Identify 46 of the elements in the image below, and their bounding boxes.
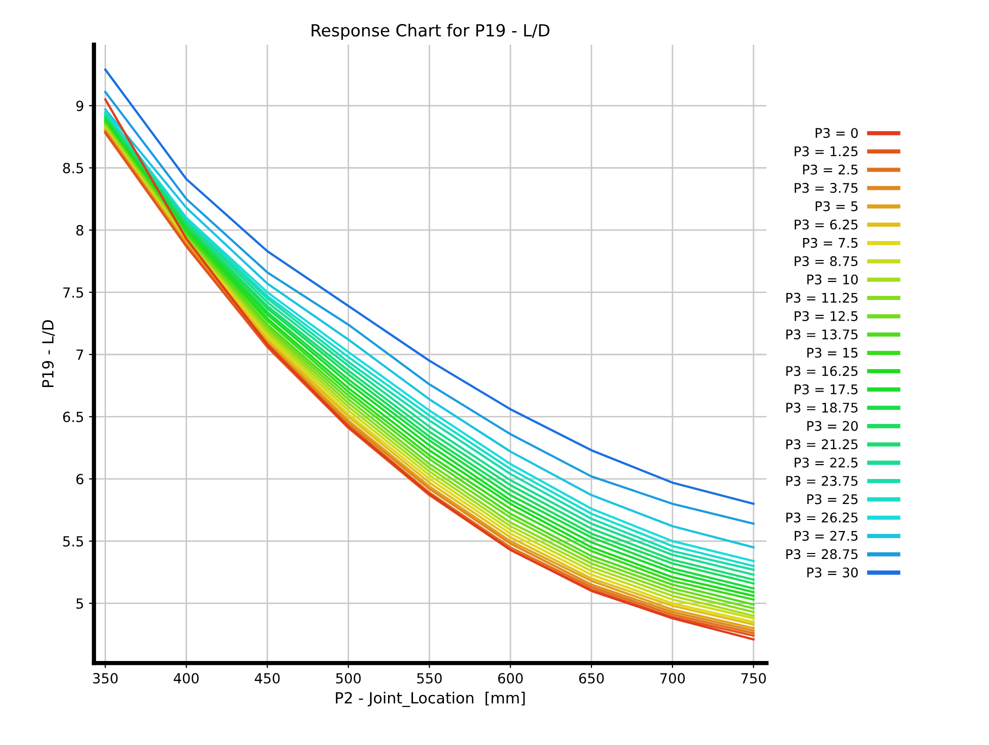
legend-label: P3 = 21.25 xyxy=(786,439,858,450)
x-tick-label: 750 xyxy=(741,673,766,684)
y-tick-label: 9 xyxy=(76,100,84,112)
y-axis-title: P19 - L/D xyxy=(42,320,55,388)
legend-label: P3 = 15 xyxy=(807,348,858,358)
legend-label: P3 = 23.75 xyxy=(786,476,858,486)
x-tick-label: 500 xyxy=(336,673,361,684)
legend-label: P3 = 17.5 xyxy=(794,384,858,394)
legend-label: P3 = 18.75 xyxy=(786,402,858,413)
y-tick-label: 6.5 xyxy=(63,412,84,422)
y-tick-label: 7.5 xyxy=(63,287,84,298)
legend-label: P3 = 7.5 xyxy=(803,238,858,248)
x-tick-label: 700 xyxy=(660,673,685,684)
y-tick-label: 8 xyxy=(76,225,84,236)
legend-label: P3 = 0 xyxy=(816,128,858,138)
legend-label: P3 = 5 xyxy=(816,201,858,212)
x-tick-label: 600 xyxy=(498,673,523,684)
y-tick-label: 5.5 xyxy=(63,536,84,547)
legend-label: P3 = 11.25 xyxy=(786,292,858,303)
chart-title: Response Chart for P19 - L/D xyxy=(312,24,550,40)
y-tick-label: 5 xyxy=(76,598,84,609)
x-tick-label: 450 xyxy=(254,673,280,684)
x-tick-label: 550 xyxy=(417,673,442,684)
legend-label: P3 = 22.5 xyxy=(794,458,858,468)
y-tick-label: 8.5 xyxy=(63,162,84,174)
legend-label: P3 = 10 xyxy=(807,274,858,284)
y-tick-label: 7 xyxy=(76,350,84,360)
x-tick-label: 350 xyxy=(93,673,118,684)
legend-label: P3 = 20 xyxy=(807,420,858,431)
legend-label: P3 = 16.25 xyxy=(786,366,858,376)
legend-label: P3 = 28.75 xyxy=(786,549,858,560)
x-tick-label: 400 xyxy=(174,673,199,684)
x-axis-title: P2 - Joint_Location [mm] xyxy=(336,692,525,707)
legend-label: P3 = 25 xyxy=(807,494,858,504)
legend-label: P3 = 30 xyxy=(807,567,858,578)
legend-label: P3 = 13.75 xyxy=(786,329,858,340)
legend-label: P3 = 27.5 xyxy=(794,530,858,541)
legend-label: P3 = 8.75 xyxy=(794,256,858,266)
x-tick-label: 650 xyxy=(579,673,604,684)
legend-label: P3 = 1.25 xyxy=(794,146,858,156)
y-tick-label: 6 xyxy=(76,474,84,484)
legend-label: P3 = 6.25 xyxy=(794,220,858,230)
legend-label: P3 = 3.75 xyxy=(794,182,858,193)
legend-label: P3 = 2.5 xyxy=(803,164,858,175)
legend-label: P3 = 12.5 xyxy=(794,311,858,322)
legend-label: P3 = 26.25 xyxy=(786,512,858,523)
